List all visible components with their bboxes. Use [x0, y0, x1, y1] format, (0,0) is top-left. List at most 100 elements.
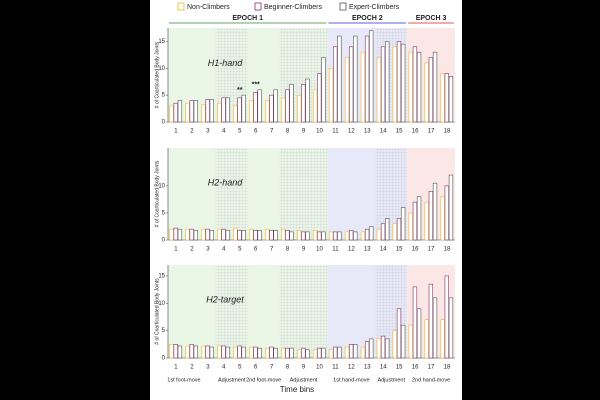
- x-tick-label: 7: [270, 129, 274, 135]
- bar: [353, 35, 358, 123]
- bar: [348, 229, 354, 241]
- x-tick-label: 15: [396, 129, 403, 135]
- bar: [424, 201, 429, 241]
- bar: [281, 97, 286, 123]
- bar: [328, 231, 334, 241]
- x-tick-label: 9: [302, 247, 306, 253]
- adjustment-hatch: [215, 265, 248, 358]
- bar: [380, 335, 386, 359]
- bar: [257, 89, 262, 123]
- bar: [281, 228, 286, 241]
- bar: [237, 97, 242, 123]
- x-tick-label: 17: [428, 129, 435, 135]
- bar: [269, 229, 274, 241]
- x-tick-label: 16: [412, 365, 419, 371]
- bar: [348, 344, 354, 359]
- bar: [273, 229, 278, 241]
- x-tick-label: 12: [348, 365, 355, 371]
- bar: [364, 35, 370, 123]
- bar: [241, 346, 246, 359]
- x-tick-label: 10: [316, 247, 323, 253]
- bar: [285, 89, 290, 123]
- x-tick-label: 11: [332, 129, 339, 135]
- bar: [185, 228, 190, 241]
- x-tick-label: 4: [222, 365, 226, 371]
- bar: [269, 94, 274, 123]
- bar: [440, 73, 445, 123]
- bar: [193, 229, 199, 241]
- panel-title: H2-hand: [208, 177, 244, 187]
- x-tick-label: 2: [190, 247, 194, 253]
- bar: [448, 174, 454, 241]
- bar: [428, 283, 434, 359]
- legend-swatch: [339, 2, 347, 11]
- phase-label: 2nd foot-move: [246, 377, 281, 383]
- bar: [285, 347, 290, 359]
- x-tick-label: 14: [380, 247, 387, 253]
- bar: [249, 100, 254, 123]
- bar: [385, 41, 390, 123]
- bar: [173, 227, 178, 241]
- bar: [305, 231, 310, 241]
- bar: [396, 218, 402, 241]
- bar: [344, 231, 350, 241]
- bar: [360, 346, 366, 359]
- bar: [297, 229, 302, 241]
- legend-swatch: [254, 2, 262, 11]
- bar: [169, 228, 174, 241]
- phase-label: Adjustment: [290, 377, 318, 383]
- x-tick-label: 5: [238, 129, 242, 135]
- bar: [237, 229, 242, 241]
- x-tick-label: 12: [348, 129, 355, 135]
- bar: [392, 46, 398, 123]
- y-tick-label: 0: [162, 238, 166, 244]
- bar: [221, 228, 226, 241]
- bar: [189, 228, 194, 241]
- epoch-label: EPOCH 3: [416, 15, 447, 22]
- bar: [253, 346, 258, 359]
- bar: [353, 344, 358, 359]
- bar: [333, 346, 338, 359]
- x-tick-label: 7: [270, 365, 274, 371]
- bar: [217, 345, 222, 359]
- bar: [312, 229, 318, 241]
- bar: [444, 73, 449, 123]
- bar: [233, 105, 238, 123]
- x-tick-label: 14: [380, 129, 387, 135]
- bar: [193, 345, 199, 359]
- bar: [348, 46, 354, 123]
- bar: [444, 275, 449, 359]
- x-tick-label: 16: [412, 247, 419, 253]
- phase-label: Adjustment: [218, 377, 246, 383]
- bar: [369, 30, 374, 123]
- bar: [233, 227, 238, 241]
- x-tick-label: 9: [302, 365, 306, 371]
- bar: [444, 185, 449, 241]
- bar: [380, 223, 386, 241]
- bar: [273, 89, 278, 123]
- y-tick-label: 10: [158, 183, 165, 189]
- bar: [396, 308, 402, 359]
- bar: [380, 46, 386, 123]
- bar: [237, 345, 242, 359]
- bar: [416, 196, 422, 241]
- bar: [301, 231, 306, 241]
- bar: [344, 346, 350, 359]
- bar: [376, 338, 382, 359]
- x-tick-label: 15: [396, 247, 403, 253]
- bar: [392, 330, 398, 359]
- x-tick-label: 1: [174, 129, 178, 135]
- x-tick-label: 12: [348, 247, 355, 253]
- bar: [328, 349, 334, 359]
- bar: [301, 347, 306, 359]
- y-tick-label: 0: [162, 120, 166, 126]
- phase-label: 1st hand-move: [333, 377, 369, 383]
- x-tick-label: 5: [238, 365, 242, 371]
- bar: [400, 43, 406, 123]
- bar: [177, 345, 183, 359]
- bar: [217, 102, 222, 123]
- bar: [201, 104, 206, 123]
- x-tick-label: 1: [174, 247, 178, 253]
- x-tick-label: 6: [254, 365, 258, 371]
- bar: [353, 231, 358, 241]
